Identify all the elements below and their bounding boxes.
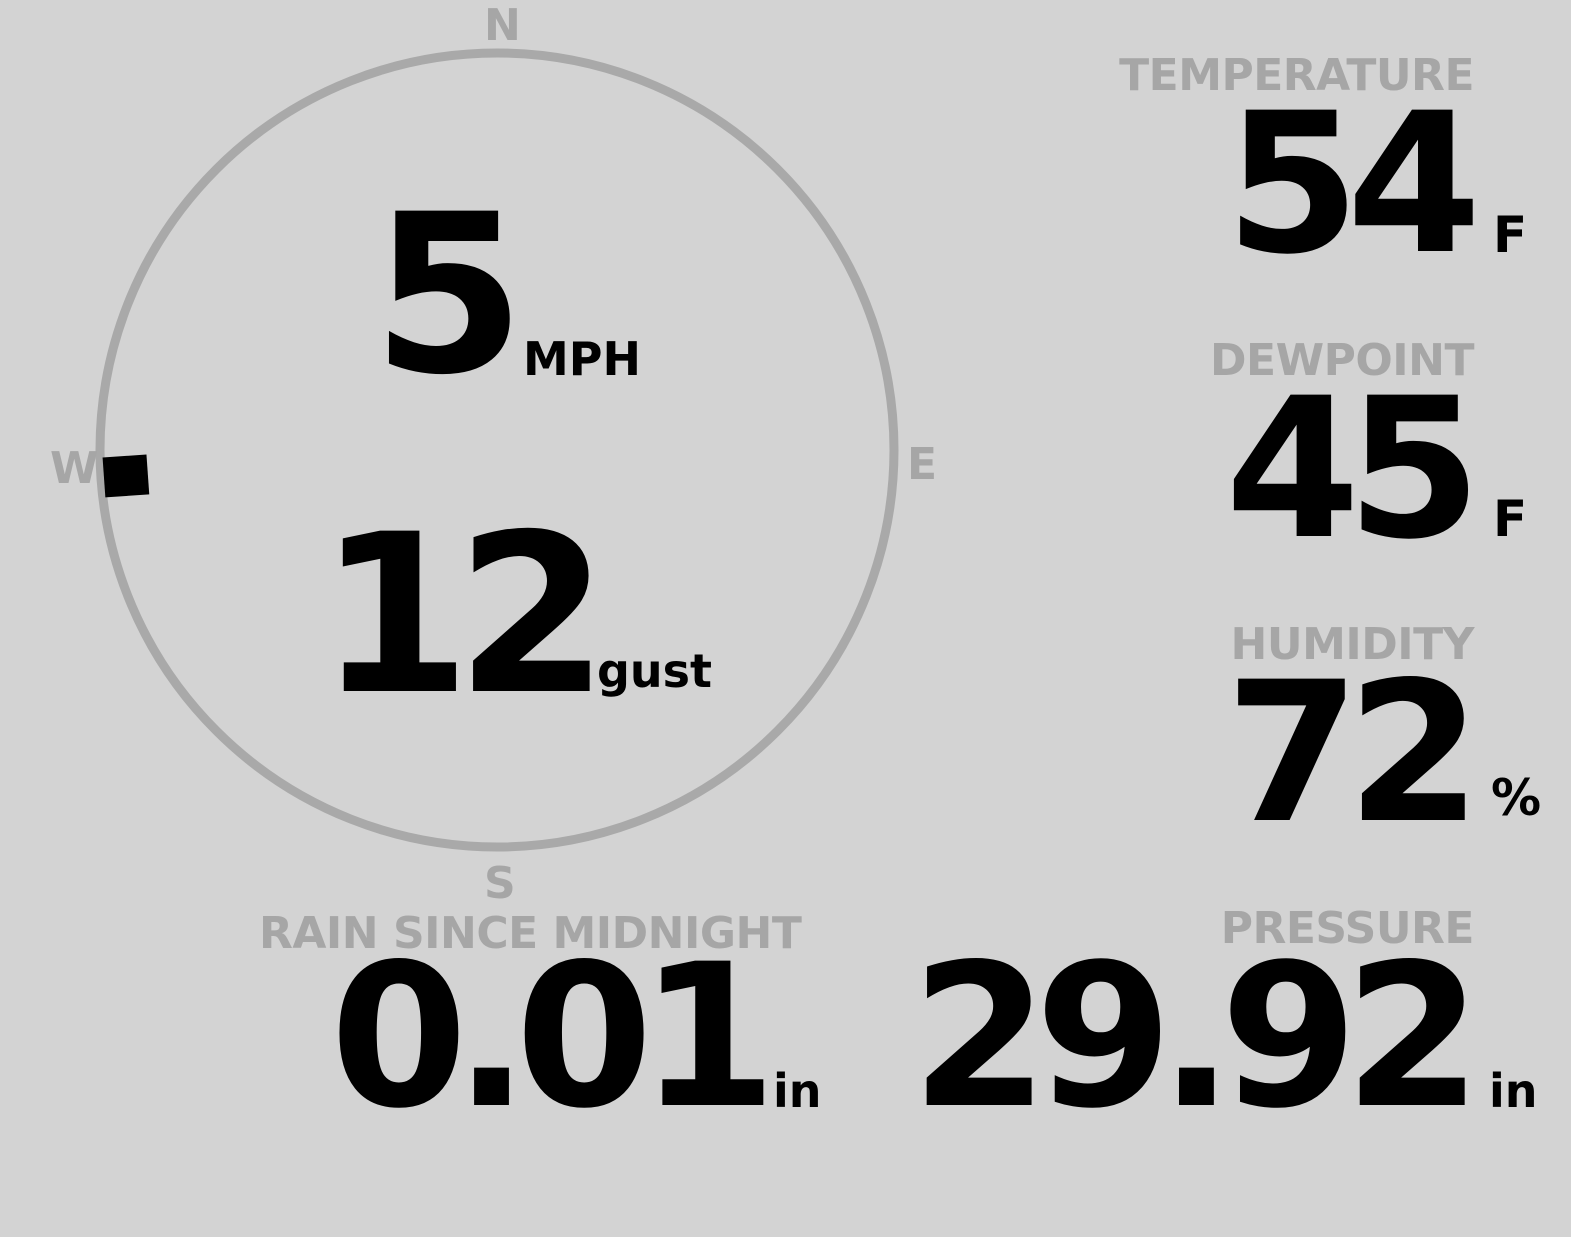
dewpoint-label: DEWPOINT: [1210, 335, 1474, 386]
temperature-value: 54: [1225, 71, 1481, 297]
humidity-unit: %: [1491, 769, 1542, 827]
dewpoint-value: 45: [1225, 356, 1481, 582]
wind-gust-value: 12: [318, 487, 609, 743]
temperature-unit: F: [1493, 206, 1528, 264]
wind-gust-unit: gust: [597, 644, 713, 698]
pressure-value: 29.92: [911, 921, 1482, 1152]
wind-speed-unit: MPH: [523, 332, 641, 386]
compass-ring: [95, 48, 899, 852]
compass-south-label: S: [484, 858, 516, 909]
wind-direction-marker: [102, 454, 150, 498]
compass-east-label: E: [907, 439, 938, 490]
humidity-label: HUMIDITY: [1230, 619, 1475, 670]
wind-speed-value: 5: [372, 167, 525, 423]
rain-label: RAIN SINCE MIDNIGHT: [259, 908, 802, 959]
humidity-value: 72: [1225, 640, 1481, 866]
compass-west-label: W: [50, 443, 99, 494]
wind-compass: [95, 48, 899, 852]
dewpoint-unit: F: [1493, 490, 1528, 548]
temperature-label: TEMPERATURE: [1119, 50, 1474, 101]
rain-value: 0.01: [330, 921, 777, 1152]
compass-north-label: N: [484, 0, 521, 51]
rain-unit: in: [773, 1064, 822, 1118]
pressure-label: PRESSURE: [1220, 903, 1475, 954]
pressure-unit: in: [1489, 1064, 1538, 1118]
